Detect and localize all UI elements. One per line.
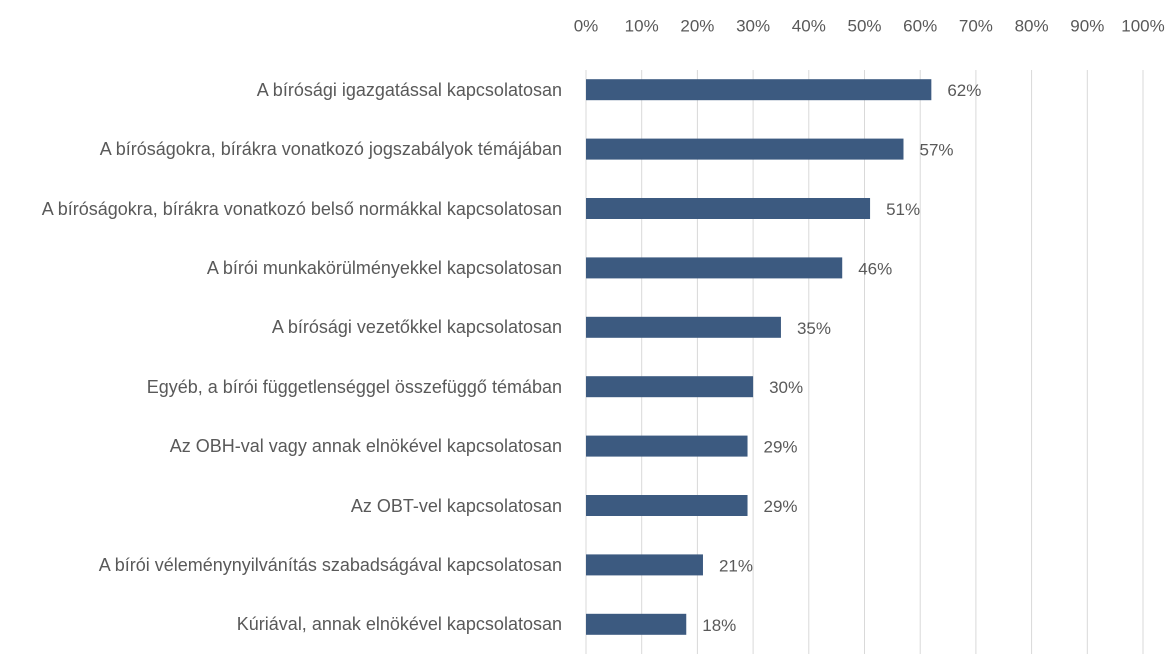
bar — [586, 138, 904, 160]
y-tick-label: Az OBT-vel kapcsolatosan — [350, 495, 562, 516]
y-tick-label: A bíróságokra, bírákra vonatkozó belső n… — [41, 198, 562, 219]
value-label: 51% — [886, 200, 920, 219]
x-tick-label: 70% — [959, 16, 993, 35]
x-tick-label: 40% — [792, 16, 826, 35]
value-label: 21% — [719, 556, 753, 575]
bar — [586, 257, 843, 279]
y-tick-label: A bírósági vezetőkkel kapcsolatosan — [271, 317, 562, 338]
x-tick-label: 20% — [680, 16, 714, 35]
y-tick-label-box: Az OBT-vel kapcsolatosan — [2, 493, 562, 519]
y-tick-label-box: A bírósági vezetőkkel kapcsolatosan — [2, 314, 562, 340]
x-tick-label: 90% — [1070, 16, 1104, 35]
value-label: 62% — [947, 81, 981, 100]
y-tick-label-box: A bírói munkakörülményekkel kapcsolatosa… — [2, 255, 562, 281]
y-tick-label-box: A bíróságokra, bírákra vonatkozó belső n… — [2, 196, 562, 222]
x-tick-label: 100% — [1121, 16, 1164, 35]
x-tick-label: 30% — [736, 16, 770, 35]
bar — [586, 79, 932, 101]
y-tick-label: Egyéb, a bírói függetlenséggel összefügg… — [146, 376, 562, 397]
y-tick-label: A bírósági igazgatással kapcsolatosan — [256, 79, 562, 100]
y-tick-label: Kúriával, annak elnökével kapcsolatosan — [236, 614, 562, 635]
bar — [586, 316, 781, 338]
y-tick-label: A bírói munkakörülményekkel kapcsolatosa… — [206, 257, 562, 278]
y-tick-label-box: Az OBH-val vagy annak elnökével kapcsola… — [2, 433, 562, 459]
bar — [586, 554, 703, 576]
y-tick-label-box: Kúriával, annak elnökével kapcsolatosan — [2, 611, 562, 637]
value-label: 29% — [764, 497, 798, 516]
bar — [586, 435, 748, 457]
x-tick-label: 80% — [1015, 16, 1049, 35]
bar — [586, 495, 748, 516]
value-label: 46% — [858, 259, 892, 278]
y-tick-label-box: A bírói véleménynyilvánítás szabadságáva… — [2, 552, 562, 578]
x-tick-label: 10% — [625, 16, 659, 35]
x-tick-label: 0% — [574, 16, 599, 35]
y-tick-label-box: A bírósági igazgatással kapcsolatosan — [2, 77, 562, 103]
value-label: 30% — [769, 378, 803, 397]
y-tick-label-box: A bíróságokra, bírákra vonatkozó jogszab… — [2, 136, 562, 162]
y-tick-label: Az OBH-val vagy annak elnökével kapcsola… — [169, 436, 562, 457]
bar — [586, 613, 687, 635]
y-tick-label-box: Egyéb, a bírói függetlenséggel összefügg… — [2, 374, 562, 400]
x-tick-label: 50% — [847, 16, 881, 35]
value-label: 57% — [919, 141, 953, 160]
bar — [586, 376, 754, 398]
value-label: 18% — [702, 616, 736, 635]
y-tick-label: A bíróságokra, bírákra vonatkozó jogszab… — [99, 139, 562, 160]
x-tick-label: 60% — [903, 16, 937, 35]
y-tick-label: A bírói véleménynyilvánítás szabadságáva… — [98, 554, 562, 575]
value-label: 29% — [764, 438, 798, 457]
value-label: 35% — [797, 319, 831, 338]
bar — [586, 198, 871, 219]
